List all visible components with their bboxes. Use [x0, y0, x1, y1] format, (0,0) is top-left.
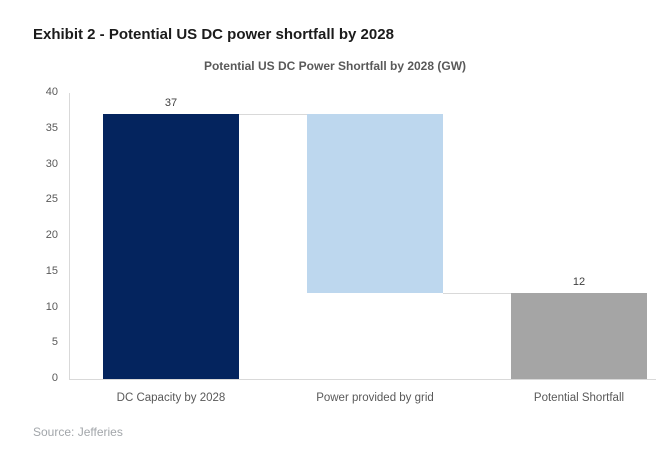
bar-value-label: 12	[572, 276, 586, 289]
x-axis-category-label: Power provided by grid	[316, 392, 434, 404]
source-note: Source: Jefferies	[33, 425, 123, 439]
y-axis-tick-label: 35	[45, 121, 58, 134]
y-axis-tick-label: 5	[51, 336, 58, 349]
y-axis-tick-label: 0	[51, 372, 58, 384]
x-axis-category-label: Potential Shortfall	[533, 392, 625, 404]
y-axis-tick-label: 30	[45, 157, 58, 170]
y-axis-tick-label: 25	[45, 193, 58, 206]
y-axis-tick-label: 10	[45, 300, 58, 313]
bar-potential-shortfall	[511, 293, 647, 379]
x-axis-category-label: DC Capacity by 2028	[116, 392, 226, 404]
connector-line	[443, 293, 511, 295]
y-axis-tick-label: 20	[45, 229, 58, 241]
x-axis-line	[69, 379, 656, 380]
y-axis-line	[69, 93, 70, 379]
y-axis-tick-label: 40	[45, 86, 58, 98]
chart-title: Potential US DC Power Shortfall by 2028 …	[203, 59, 467, 73]
bar-value-label: 37	[164, 97, 178, 110]
exhibit-title: Exhibit 2 - Potential US DC power shortf…	[33, 26, 394, 43]
bar-dc-capacity-by-2028	[103, 114, 239, 379]
bar-power-provided-by-grid	[307, 114, 443, 294]
connector-line	[239, 114, 307, 116]
y-axis-tick-label: 15	[45, 264, 58, 277]
